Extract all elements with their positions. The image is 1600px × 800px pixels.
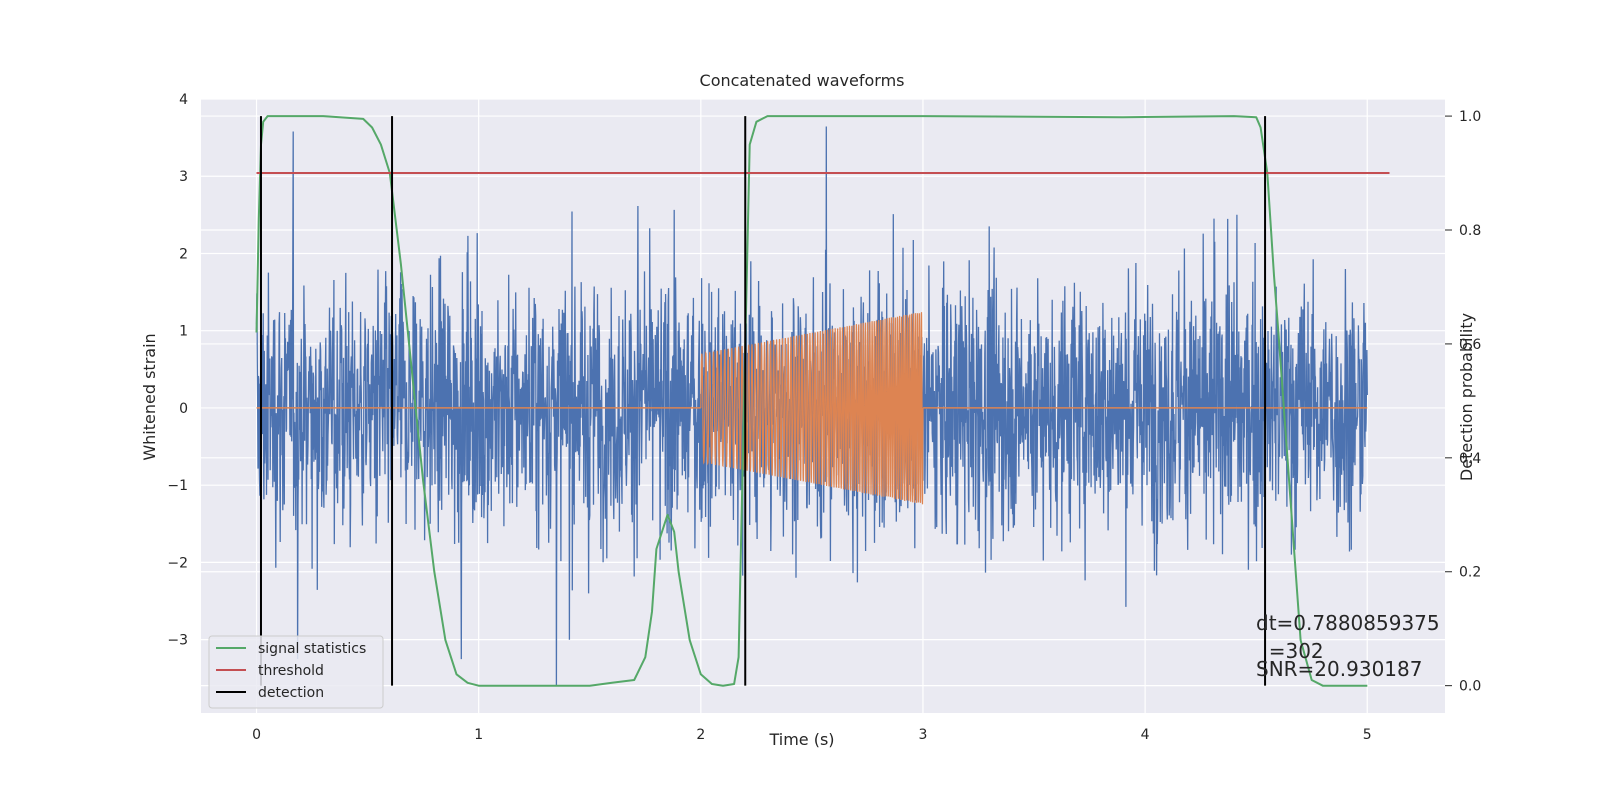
plot-layer: [255, 115, 1390, 687]
y-tick-label: −1: [167, 478, 188, 494]
x-tick-label: 3: [919, 727, 928, 743]
x-tick-label: 1: [474, 727, 483, 743]
signal-statistics-line: [255, 115, 1368, 687]
x-tick-label: 5: [1363, 727, 1372, 743]
y2-tick-label: 0.6: [1459, 337, 1481, 353]
y-tick-labels: −3 −2 −1 0 1 2 3 4: [167, 92, 188, 649]
y-tick-label: 2: [179, 246, 188, 262]
x-tick-label: 2: [696, 727, 705, 743]
y-tick-label: 1: [179, 324, 188, 340]
y2-tick-label: 1.0: [1459, 109, 1481, 125]
injected-chirp-line: [700, 312, 924, 505]
x-tick-labels: 0 1 2 3 4 5: [252, 727, 1372, 743]
y2-tick-labels: 0.0 0.2 0.4 0.6 0.8 1.0: [1445, 109, 1481, 695]
x-tick-label: 0: [252, 727, 261, 743]
legend-box: [208, 635, 384, 709]
legend-label-signal-statistics: signal statistics: [258, 641, 366, 657]
y2-tick-label: 0.8: [1459, 223, 1481, 239]
legend-label-threshold: threshold: [258, 663, 324, 679]
y2-tick-label: 0.0: [1459, 679, 1481, 695]
y-axis-label: Whitened strain: [140, 333, 159, 460]
x-axis-label: Time (s): [768, 730, 834, 749]
y-tick-label: −3: [167, 633, 188, 649]
y-tick-label: 0: [179, 401, 188, 417]
annotation-index: =302: [1256, 639, 1324, 663]
y2-axis-label: Detection probability: [1457, 313, 1476, 481]
y-tick-label: 4: [179, 92, 188, 108]
chart-title: Concatenated waveforms: [700, 71, 905, 90]
annotation: dt=0.7880859375 =302 SNR=20.930187: [1256, 611, 1440, 681]
y2-tick-label: 0.4: [1459, 451, 1481, 467]
y-tick-label: −2: [167, 555, 188, 571]
x-tick-label: 4: [1141, 727, 1150, 743]
y2-tick-label: 0.2: [1459, 565, 1481, 581]
legend-label-detection: detection: [258, 685, 324, 701]
y-tick-label: 3: [179, 169, 188, 185]
annotation-dt: dt=0.7880859375: [1256, 611, 1440, 635]
annotation-snr: SNR=20.930187: [1256, 657, 1422, 681]
legend: signal statistics threshold detection: [208, 635, 384, 709]
